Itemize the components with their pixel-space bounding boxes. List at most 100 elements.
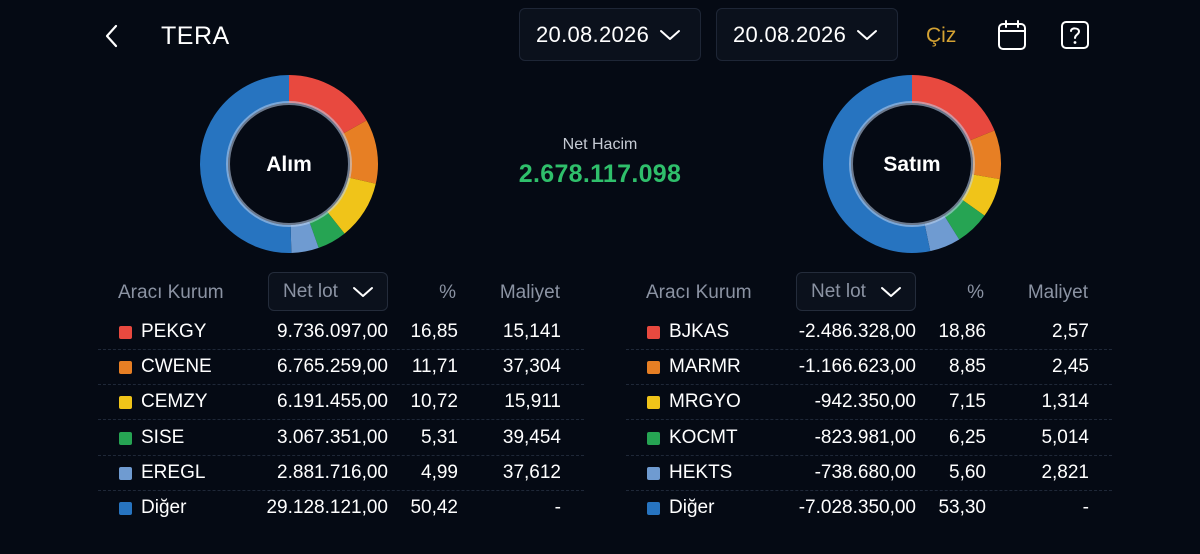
draw-button[interactable]: Çiz: [926, 24, 957, 47]
sell-table: Aracı Kurum Net lot % Maliyet BJKAS -2.48…: [626, 272, 1112, 532]
legend-swatch: [119, 361, 132, 375]
cost-value: -: [554, 497, 561, 518]
cost-value: 37,304: [502, 356, 561, 378]
broker-name: EREGL: [141, 461, 206, 483]
cost-value: 5,014: [1041, 426, 1089, 448]
broker-name: HEKTS: [669, 461, 733, 483]
chevron-left-icon: [105, 24, 118, 48]
legend-swatch: [119, 431, 132, 445]
percent-value: 50,42: [410, 497, 458, 518]
table-row[interactable]: BJKAS -2.486.328,00 18,86 2,57: [626, 314, 1112, 349]
donut-slice: [924, 215, 960, 252]
sell-donut-chart: Satım: [823, 75, 1001, 253]
legend-swatch: [119, 466, 132, 480]
broker-name: MRGYO: [669, 391, 741, 413]
percent-value: 11,71: [411, 356, 458, 378]
help-icon: [1061, 21, 1089, 49]
percent-value: 6,25: [949, 426, 986, 448]
chevron-down-icon: [880, 286, 901, 297]
net-lot-value: -942.350,00: [814, 391, 916, 413]
buy-table: Aracı Kurum Net lot % Maliyet PEKGY 9.736…: [98, 272, 584, 532]
net-volume-label: Net Hacim: [562, 136, 638, 153]
broker-name: KOCMT: [669, 426, 738, 448]
back-button[interactable]: [100, 20, 124, 52]
net-lot-column-header: Net lot: [283, 280, 338, 302]
net-lot-value: -7.028.350,00: [798, 497, 916, 518]
broker-column-header: Aracı Kurum: [646, 282, 752, 303]
table-row[interactable]: EREGL 2.881.716,00 4,99 37,612: [98, 455, 584, 490]
legend-swatch: [647, 502, 660, 515]
broker-name: MARMR: [669, 356, 741, 378]
chevron-down-icon: [660, 29, 681, 40]
date-from-picker[interactable]: 20.08.2026: [519, 8, 701, 61]
cost-value: 37,612: [502, 461, 561, 483]
cost-value: -: [1082, 497, 1089, 518]
broker-name: Diğer: [141, 497, 187, 518]
broker-name: PEKGY: [141, 321, 207, 342]
table-row[interactable]: KOCMT -823.981,00 6,25 5,014: [626, 420, 1112, 455]
row-divider: [626, 349, 1112, 350]
percent-value: 5,60: [949, 461, 986, 483]
legend-swatch: [647, 326, 660, 339]
net-lot-value: 3.067.351,00: [277, 426, 388, 448]
table-row[interactable]: HEKTS -738.680,00 5,60 2,821: [626, 455, 1112, 490]
percent-value: 5,31: [421, 426, 458, 448]
net-lot-value: -738.680,00: [814, 461, 916, 483]
percent-value: 8,85: [949, 356, 986, 378]
table-row[interactable]: SISE 3.067.351,00 5,31 39,454: [98, 420, 584, 455]
legend-swatch: [647, 431, 660, 445]
net-lot-sort-dropdown[interactable]: Net lot: [268, 272, 388, 311]
net-lot-value: 9.736.097,00: [277, 321, 388, 342]
legend-swatch: [647, 396, 660, 410]
row-divider: [98, 419, 584, 421]
percent-value: 4,99: [421, 461, 458, 483]
table-row[interactable]: Diğer -7.028.350,00 53,30 -: [626, 490, 1112, 525]
donut-slice: [968, 130, 1001, 180]
percent-value: 10,72: [410, 391, 458, 413]
row-divider: [98, 454, 584, 456]
net-lot-value: -2.486.328,00: [798, 321, 916, 342]
help-button[interactable]: [1060, 19, 1090, 51]
percent-value: 53,30: [938, 497, 986, 518]
legend-swatch: [647, 361, 660, 375]
row-divider: [98, 489, 584, 491]
table-row[interactable]: MRGYO -942.350,00 7,15 1,314: [626, 384, 1112, 419]
date-to-picker[interactable]: 20.08.2026: [716, 8, 898, 61]
chevron-down-icon: [352, 286, 373, 297]
percent-value: 18,86: [938, 321, 986, 342]
net-lot-value: 29.128.121,00: [266, 497, 388, 518]
calendar-icon: [998, 20, 1026, 50]
legend-swatch: [119, 396, 132, 410]
table-row[interactable]: CEMZY 6.191.455,00 10,72 15,911: [98, 384, 584, 419]
net-lot-value: -823.981,00: [814, 426, 916, 448]
legend-swatch: [119, 326, 132, 339]
net-lot-value: 6.191.455,00: [277, 391, 388, 413]
percent-column-header: %: [967, 282, 984, 303]
table-row[interactable]: CWENE 6.765.259,00 11,71 37,304: [98, 349, 584, 384]
donut-slice: [327, 177, 376, 234]
broker-column-header: Aracı Kurum: [118, 282, 224, 303]
chevron-down-icon: [857, 29, 878, 40]
percent-column-header: %: [439, 282, 456, 303]
net-lot-sort-dropdown[interactable]: Net lot: [796, 272, 916, 311]
row-divider: [626, 454, 1112, 456]
row-divider: [98, 384, 584, 386]
percent-value: 7,15: [949, 391, 986, 413]
cost-column-header: Maliyet: [1027, 282, 1088, 303]
legend-swatch: [647, 466, 660, 480]
broker-name: CWENE: [141, 356, 212, 378]
table-row[interactable]: Diğer 29.128.121,00 50,42 -: [98, 490, 584, 525]
net-lot-value: 6.765.259,00: [277, 356, 388, 378]
table-row[interactable]: PEKGY 9.736.097,00 16,85 15,141: [98, 314, 584, 349]
legend-swatch: [119, 502, 132, 515]
net-lot-value: 2.881.716,00: [277, 461, 388, 483]
donut-slice: [823, 75, 931, 253]
table-row[interactable]: MARMR -1.166.623,00 8,85 2,45: [626, 349, 1112, 384]
date-from-value: 20.08.2026: [536, 21, 650, 47]
net-lot-column-header: Net lot: [811, 280, 866, 302]
calendar-button[interactable]: [997, 19, 1027, 51]
cost-column-header: Maliyet: [499, 282, 560, 303]
broker-name: Diğer: [669, 497, 715, 518]
cost-value: 2,821: [1041, 461, 1089, 483]
cost-value: 2,57: [1052, 321, 1089, 342]
